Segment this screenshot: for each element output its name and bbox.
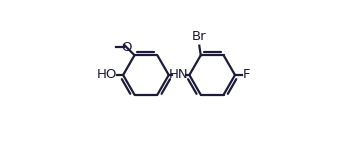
Text: HO: HO [96, 69, 117, 81]
Text: F: F [242, 69, 250, 81]
Text: HN: HN [169, 68, 189, 81]
Text: Br: Br [192, 30, 207, 43]
Text: O: O [121, 41, 132, 54]
